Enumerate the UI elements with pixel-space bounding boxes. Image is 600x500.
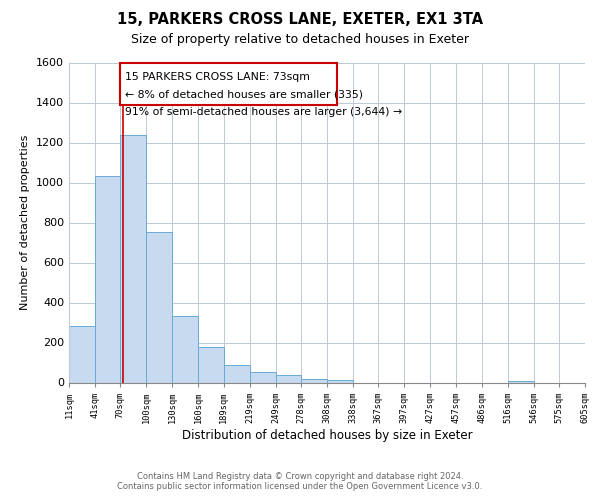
Bar <box>146 232 172 382</box>
Text: 15 PARKERS CROSS LANE: 73sqm: 15 PARKERS CROSS LANE: 73sqm <box>125 72 310 82</box>
Bar <box>69 326 95 382</box>
Bar <box>327 380 353 382</box>
Bar <box>120 62 337 104</box>
Bar <box>199 347 224 382</box>
Bar <box>224 365 250 382</box>
Bar <box>301 378 327 382</box>
Text: 15, PARKERS CROSS LANE, EXETER, EX1 3TA: 15, PARKERS CROSS LANE, EXETER, EX1 3TA <box>117 12 483 28</box>
Bar <box>508 380 534 382</box>
Text: ← 8% of detached houses are smaller (335): ← 8% of detached houses are smaller (335… <box>125 90 364 100</box>
Text: Size of property relative to detached houses in Exeter: Size of property relative to detached ho… <box>131 32 469 46</box>
Bar <box>120 134 146 382</box>
Y-axis label: Number of detached properties: Number of detached properties <box>20 135 31 310</box>
Bar <box>276 375 301 382</box>
X-axis label: Distribution of detached houses by size in Exeter: Distribution of detached houses by size … <box>182 428 472 442</box>
Bar <box>250 372 276 382</box>
Bar <box>172 316 199 382</box>
Text: Contains HM Land Registry data © Crown copyright and database right 2024.
Contai: Contains HM Land Registry data © Crown c… <box>118 472 482 491</box>
Text: 91% of semi-detached houses are larger (3,644) →: 91% of semi-detached houses are larger (… <box>125 108 403 118</box>
Bar <box>95 176 120 382</box>
